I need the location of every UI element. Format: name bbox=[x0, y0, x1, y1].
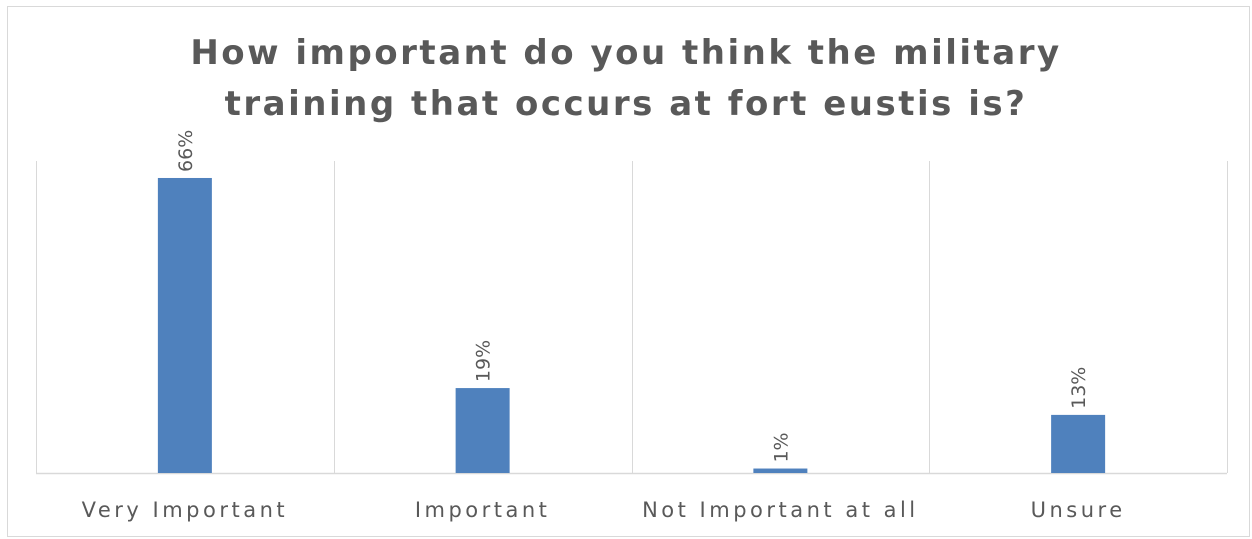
bar-important bbox=[455, 388, 510, 473]
bar-not-important-at-all bbox=[753, 468, 808, 473]
chart-title-line-1: How important do you think the military bbox=[190, 33, 1062, 73]
chart-title-line-2: training that occurs at fort eustis is? bbox=[224, 84, 1028, 124]
x-tick-label-very-important: Very Important bbox=[82, 498, 289, 522]
data-label-important: 19% bbox=[473, 340, 495, 382]
chart-frame bbox=[7, 6, 1250, 537]
chart-title: How important do you think the military … bbox=[0, 28, 1252, 130]
bar-very-important bbox=[157, 177, 212, 474]
data-label-unsure: 13% bbox=[1068, 367, 1090, 409]
x-tick-label-unsure: Unsure bbox=[1031, 498, 1126, 522]
data-label-very-important: 66% bbox=[175, 130, 197, 172]
x-tick-label-not-important-at-all: Not Important at all bbox=[642, 498, 919, 522]
bar-unsure bbox=[1051, 414, 1106, 473]
data-label-not-important-at-all: 1% bbox=[770, 432, 792, 462]
x-tick-label-important: Important bbox=[415, 498, 551, 522]
